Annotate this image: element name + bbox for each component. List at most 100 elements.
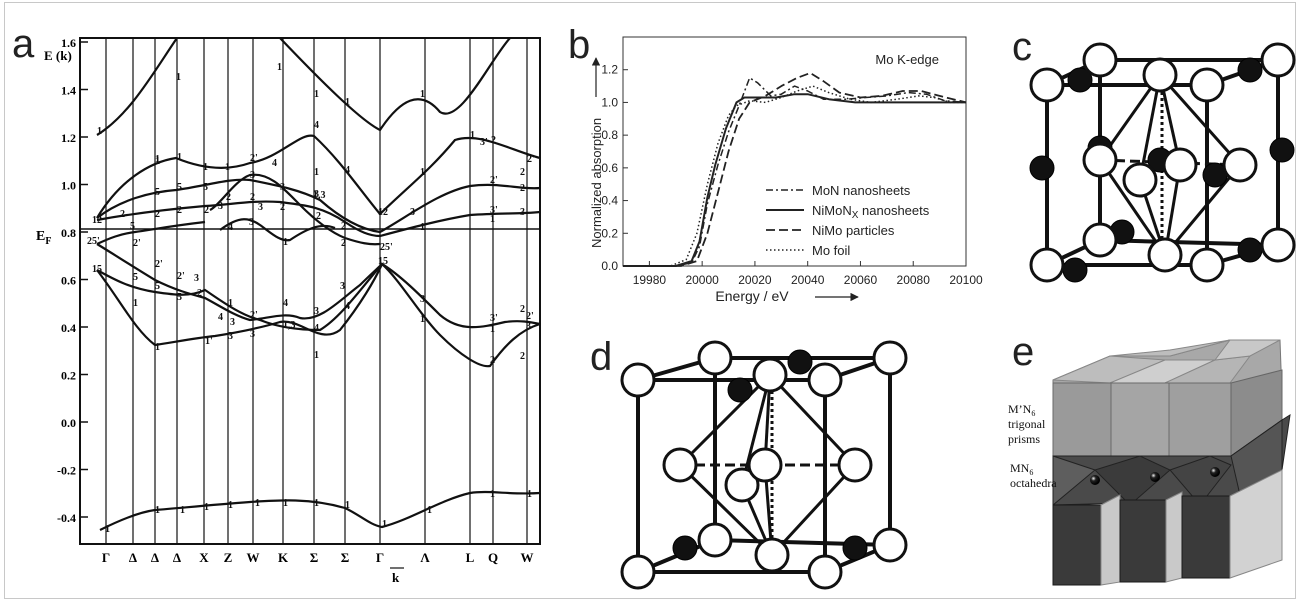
band-label: 1	[180, 505, 185, 516]
x-tick-label: 20060	[844, 273, 878, 287]
band-label: 4	[283, 298, 288, 309]
band-label: 3	[249, 217, 254, 228]
band-label: 3	[228, 331, 233, 342]
polyhedra-labels: M’N6 trigonal prisms MN6 octahedra	[1008, 402, 1057, 490]
k-point-label: Σ	[341, 550, 350, 565]
legend-entry: MoN nanosheets	[812, 183, 911, 198]
band-label: 2	[520, 304, 525, 315]
band-label: 2'	[490, 175, 498, 186]
band-label: 1	[133, 298, 138, 309]
panel-label-a: a	[12, 22, 35, 66]
panel-b-xanes: b 19980 20000 20020 20040 20060 20080 20100 0.0…	[568, 23, 983, 304]
band-label: 1	[314, 167, 319, 178]
band-label: 2	[341, 221, 346, 232]
band-label: 5	[133, 272, 138, 283]
y-tick-label: 0.0	[601, 259, 618, 273]
band-label: 1	[345, 500, 350, 511]
band-label: 1	[105, 524, 110, 535]
band-label: 1	[420, 222, 425, 233]
band-y-ticks: 1.6 1.4 1.2 1.0 0.8 0.6 0.4 0.2 0.0 -0.2 -0.4	[57, 36, 88, 525]
band-curve	[209, 173, 381, 246]
series-line	[623, 72, 967, 267]
octahedra-layer	[1052, 414, 1291, 586]
band-label: 1	[176, 72, 181, 83]
band-label: 1	[177, 152, 182, 163]
y-tick-label: 1.0	[61, 179, 76, 193]
band-label: 3	[410, 207, 415, 218]
legend-entry: Mo foil	[812, 243, 850, 258]
k-point-label: Γ	[376, 550, 384, 565]
white-atom	[1162, 147, 1198, 183]
band-label: 2'	[250, 310, 258, 321]
band-label: 1	[283, 237, 288, 248]
band-label: 3	[258, 202, 263, 213]
band-label: 3	[230, 317, 235, 328]
y-tick-label: 1.2	[61, 131, 76, 145]
y-tick-label: 0.4	[601, 194, 618, 208]
k-point-label: Γ	[102, 550, 110, 565]
white-atom	[1082, 222, 1118, 258]
band-label: 1	[155, 342, 160, 353]
k-point-label: Δ	[129, 550, 137, 565]
band-label: 1	[155, 154, 160, 165]
band-label: 3	[250, 329, 255, 340]
k-point-label: K	[278, 550, 289, 565]
k-point-label: Δ	[173, 550, 181, 565]
band-curve	[96, 262, 541, 368]
band-curves	[96, 37, 541, 531]
series-line	[623, 85, 966, 267]
band-label: 1	[283, 498, 288, 509]
x-tick-label: 20080	[897, 273, 931, 287]
black-atom	[672, 535, 698, 561]
band-label: 1	[427, 505, 432, 516]
band-label: 3	[250, 170, 255, 181]
band-k-lines	[105, 38, 528, 544]
band-label: 2	[280, 202, 285, 213]
band-label: 4	[345, 301, 350, 312]
band-label: 4	[314, 323, 319, 334]
y-tick-label: 1.2	[601, 63, 618, 77]
band-label: 1	[490, 324, 495, 335]
white-atom	[620, 554, 656, 590]
prism-label: M’N6	[1008, 402, 1035, 418]
band-curve	[96, 178, 541, 234]
white-atom	[752, 357, 788, 393]
white-atom	[1082, 42, 1118, 78]
band-y-axis-label: E (k)	[44, 48, 72, 63]
band-label: 15	[378, 256, 388, 267]
black-atom	[1237, 237, 1263, 263]
white-atom	[1260, 42, 1296, 78]
white-atom	[872, 340, 908, 376]
prism-layer	[1052, 339, 1283, 457]
xanes-legend: MoN nanosheets NiMoNX nanosheets NiMo pa…	[766, 183, 930, 258]
band-label: 15	[92, 264, 102, 275]
y-tick-label: 0.6	[61, 274, 76, 288]
band-label: 1	[203, 162, 208, 173]
band-curve	[96, 243, 541, 329]
band-label: 2	[155, 209, 160, 220]
black-atom	[1062, 257, 1088, 283]
y-tick-label: 0.8	[61, 226, 76, 240]
band-label: 2'	[155, 259, 163, 270]
band-label: 1	[382, 519, 387, 530]
band-label: 1	[314, 350, 319, 361]
xanes-x-label: Energy / eV	[715, 288, 789, 304]
k-point-label: X	[199, 550, 209, 565]
white-atom	[662, 447, 698, 483]
band-label: 1	[527, 489, 532, 500]
band-label: 2	[520, 183, 525, 194]
band-label: 2	[177, 205, 182, 216]
band-label: 1'	[205, 336, 213, 347]
band-label: 4	[345, 165, 350, 176]
k-point-label: Λ	[420, 550, 430, 565]
band-label: 25'	[87, 236, 100, 247]
band-label: 1	[155, 505, 160, 516]
k-point-label: W	[247, 550, 260, 565]
band-label: 1,3	[313, 190, 326, 201]
band-label: 2'	[177, 271, 185, 282]
atoms	[1029, 42, 1296, 283]
panel-label-c: c	[1012, 25, 1032, 69]
black-atom	[1029, 155, 1055, 181]
